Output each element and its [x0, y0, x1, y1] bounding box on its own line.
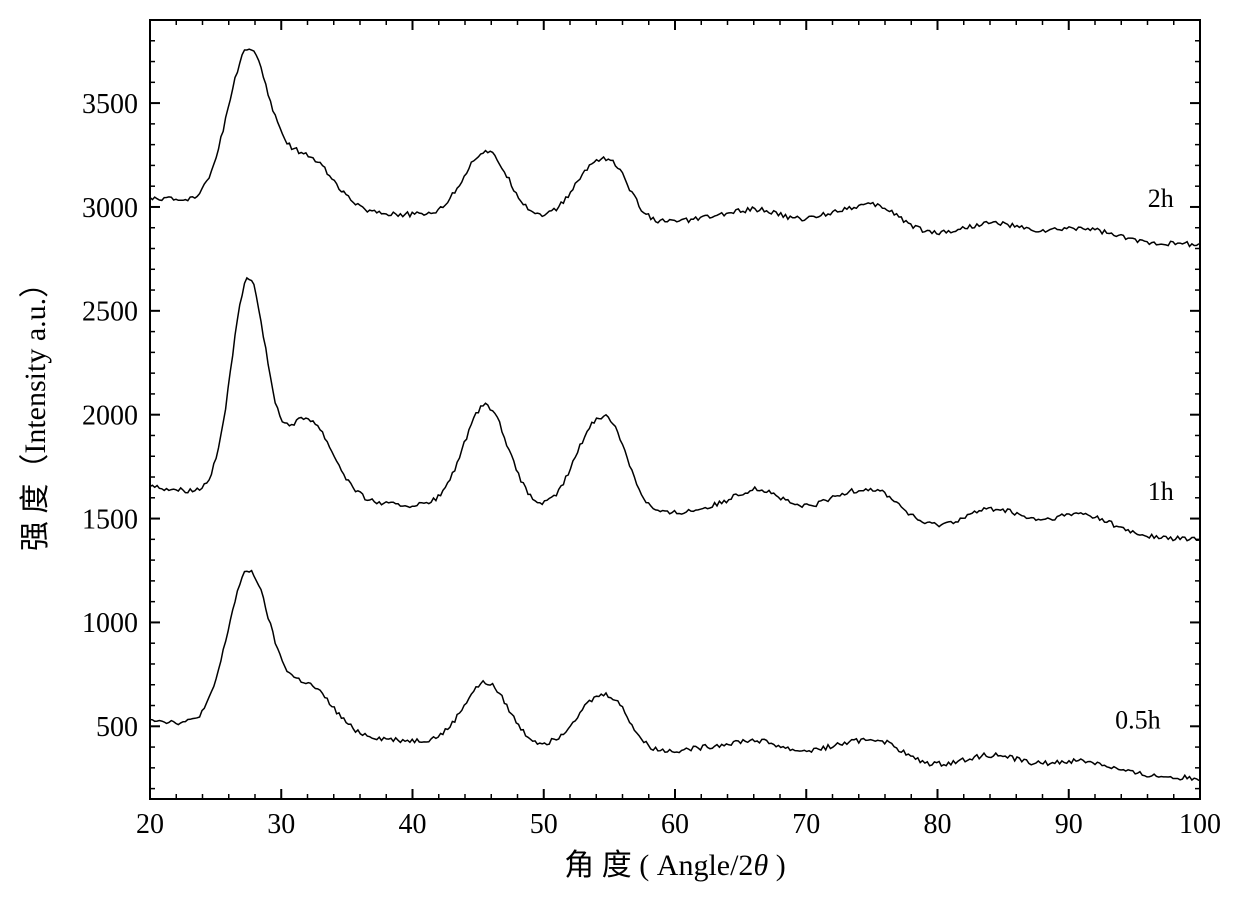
- xrd-chart: 20 30 40 50 60 70 80 90 100 500 1000 1500 2000 2500 30…: [0, 0, 1240, 899]
- svg-text:3500: 3500: [82, 89, 138, 120]
- series-label: 0.5h: [1115, 705, 1161, 734]
- svg-text:30: 30: [267, 809, 295, 840]
- series-label: 2h: [1148, 184, 1174, 213]
- svg-text:50: 50: [530, 809, 558, 840]
- svg-text:100: 100: [1179, 809, 1221, 840]
- svg-text:3000: 3000: [82, 193, 138, 224]
- svg-text:1000: 1000: [82, 608, 138, 639]
- svg-text:70: 70: [792, 809, 820, 840]
- svg-text:20: 20: [136, 809, 164, 840]
- svg-text:60: 60: [661, 809, 689, 840]
- svg-text:强 度（Intensity a.u.）: 强 度（Intensity a.u.）: [19, 268, 52, 551]
- svg-text:2500: 2500: [82, 297, 138, 328]
- svg-text:角 度 ( Angle/2θ ): 角 度 ( Angle/2θ ): [564, 849, 785, 882]
- series-label: 1h: [1148, 477, 1174, 506]
- svg-text:90: 90: [1055, 809, 1083, 840]
- svg-text:1500: 1500: [82, 504, 138, 535]
- svg-text:40: 40: [399, 809, 427, 840]
- svg-text:80: 80: [924, 809, 952, 840]
- svg-text:2000: 2000: [82, 400, 138, 431]
- svg-text:500: 500: [96, 712, 138, 743]
